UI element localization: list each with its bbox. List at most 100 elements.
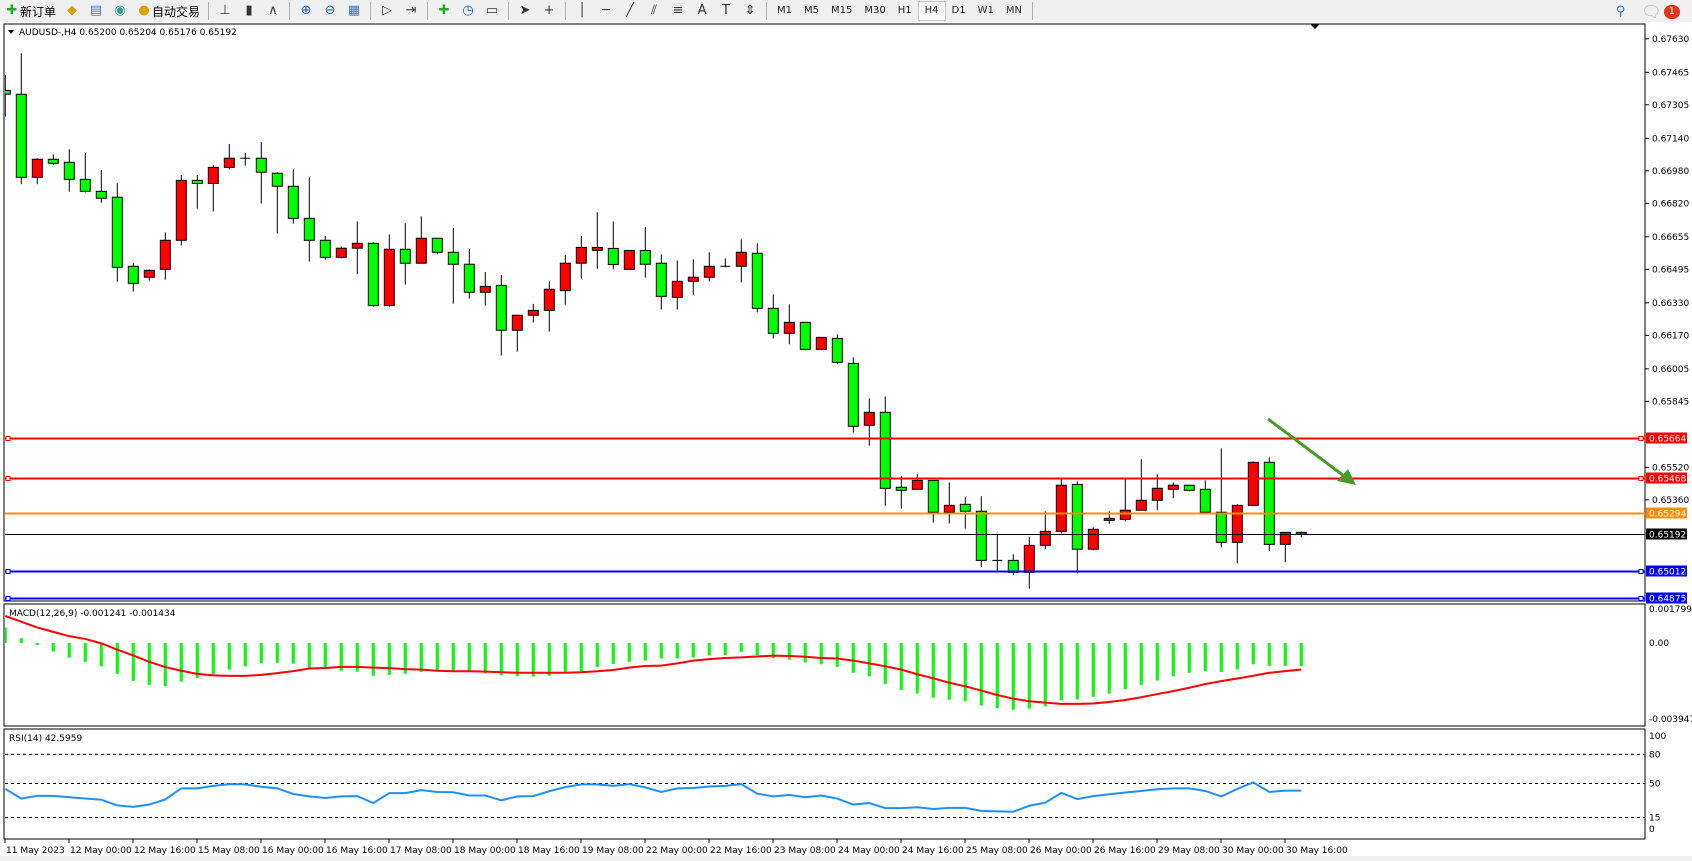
- tile-windows-button[interactable]: ▦: [343, 1, 365, 21]
- timeframe-m1[interactable]: M1: [777, 5, 793, 16]
- auto-scroll-button[interactable]: ▷: [376, 1, 398, 21]
- price-level-tag: [1646, 565, 1687, 577]
- candle: [383, 234, 395, 307]
- macd-histogram-bar: [259, 643, 263, 664]
- crosshair-icon: +: [543, 3, 555, 18]
- text-label-button[interactable]: T: [715, 1, 737, 21]
- candle: [63, 149, 75, 192]
- crosshair-button[interactable]: +: [538, 1, 560, 21]
- candle: [335, 246, 347, 259]
- timeframe-m15[interactable]: M15: [831, 5, 853, 16]
- candle-body: [927, 479, 939, 513]
- timeframe-h1[interactable]: H1: [897, 5, 912, 16]
- arrows-button[interactable]: ⇕: [739, 1, 761, 21]
- candle-body: [255, 157, 267, 173]
- macd-histogram-bar: [691, 643, 695, 658]
- macd-histogram-bar: [307, 643, 311, 668]
- candle: [1263, 457, 1275, 552]
- status-strip: [0, 856, 1692, 861]
- macd-histogram-bar: [1155, 643, 1159, 681]
- candle: [1167, 482, 1179, 499]
- macd-tick-label: 0.00: [1649, 639, 1669, 649]
- macd-histogram-bar: [371, 643, 375, 676]
- candle-body: [207, 166, 219, 184]
- candle-body: [287, 185, 299, 219]
- time-axis-label: 23 May 08:00: [774, 846, 836, 856]
- timeframe-h4[interactable]: H4: [917, 1, 946, 21]
- macd-histogram-bar: [211, 643, 215, 675]
- timeframe-m30[interactable]: M30: [864, 5, 886, 16]
- zoom-out-icon: ⊖: [324, 3, 336, 18]
- timeframe-d1[interactable]: D1: [951, 5, 966, 16]
- signals-button[interactable]: ◉: [109, 1, 131, 21]
- level-handle-right: [1638, 436, 1644, 441]
- candle-body: [47, 158, 59, 164]
- candle: [415, 216, 427, 264]
- level-handle-right: [1638, 596, 1644, 601]
- candle-body: [847, 362, 859, 427]
- time-axis-label: 30 May 00:00: [1222, 846, 1284, 856]
- indicators-button[interactable]: ✚: [433, 1, 455, 21]
- timeframe-m5[interactable]: M5: [804, 5, 820, 16]
- macd-histogram-bar: [1187, 643, 1191, 673]
- timeframe-mn[interactable]: MN: [1005, 5, 1022, 16]
- macd-histogram-bar: [499, 643, 503, 676]
- vertical-line-icon: │: [578, 3, 586, 18]
- candle: [1055, 479, 1067, 534]
- zoom-in-button[interactable]: ⊕: [295, 1, 317, 21]
- zoom-out-button[interactable]: ⊖: [319, 1, 341, 21]
- macd-histogram-bar: [483, 643, 487, 674]
- candle: [799, 321, 811, 351]
- candle: [639, 226, 651, 278]
- toolbar-separator: [208, 2, 210, 20]
- macd-histogram-bar: [163, 643, 167, 687]
- horizontal-line-button[interactable]: ─: [595, 1, 617, 21]
- macd-histogram-bar: [179, 643, 183, 682]
- toolbar-button-4[interactable]: ● 自动交易: [133, 1, 203, 21]
- price-tick-label: 0.66820: [1652, 199, 1689, 209]
- candle-body: [191, 179, 203, 184]
- candle-body: [879, 411, 891, 489]
- fibonacci-button[interactable]: ≡: [667, 1, 689, 21]
- cursor-button[interactable]: ➤: [514, 1, 536, 21]
- candlestick-button[interactable]: ▮: [238, 1, 260, 21]
- time-axis-label: 26 May 00:00: [1030, 846, 1092, 856]
- price-level-tag: [1646, 507, 1687, 519]
- chart-shift-button[interactable]: ⇥: [400, 1, 422, 21]
- candle-body: [591, 246, 603, 251]
- candle: [463, 249, 475, 299]
- line-chart-button[interactable]: ∧: [262, 1, 284, 21]
- candle-body: [399, 248, 411, 264]
- macd-histogram-bar: [755, 643, 759, 656]
- candle: [127, 263, 139, 292]
- market-watch-button[interactable]: ◆: [61, 1, 83, 21]
- price-tick-label: 0.67305: [1652, 101, 1689, 111]
- time-axis-label: 30 May 16:00: [1286, 846, 1348, 856]
- bar-chart-button[interactable]: ⊥: [214, 1, 236, 21]
- vertical-line-button[interactable]: │: [571, 1, 593, 21]
- candle-body: [463, 263, 475, 293]
- toolbar-button-0[interactable]: ✚ 新订单: [1, 1, 59, 21]
- templates-button[interactable]: ▭: [481, 1, 503, 21]
- navigator-button[interactable]: ▤: [85, 1, 107, 21]
- macd-histogram-bar: [35, 643, 39, 646]
- trendline-button[interactable]: ╱: [619, 1, 641, 21]
- text-button[interactable]: A: [691, 1, 713, 21]
- macd-histogram-bar: [1139, 643, 1143, 685]
- candles-layer: [5, 53, 1307, 589]
- periods-button[interactable]: ◷: [457, 1, 479, 21]
- macd-histogram-bar: [739, 643, 743, 652]
- candle: [559, 254, 571, 305]
- candle-body: [575, 246, 587, 264]
- macd-label: MACD(12,26,9) -0.001241 -0.001434: [9, 609, 176, 619]
- equidistant-channel-button[interactable]: ⫽: [643, 1, 665, 21]
- candle-body: [1151, 487, 1163, 501]
- timeframe-w1[interactable]: W1: [977, 5, 994, 16]
- candle-body: [735, 251, 747, 267]
- candle: [543, 281, 555, 332]
- time-axis-label: 15 May 08:00: [198, 846, 260, 856]
- notification-badge: 1: [1663, 4, 1680, 19]
- messages-button[interactable]: 🗨 1: [1641, 2, 1680, 21]
- search-icon[interactable]: ⚲: [1615, 4, 1626, 19]
